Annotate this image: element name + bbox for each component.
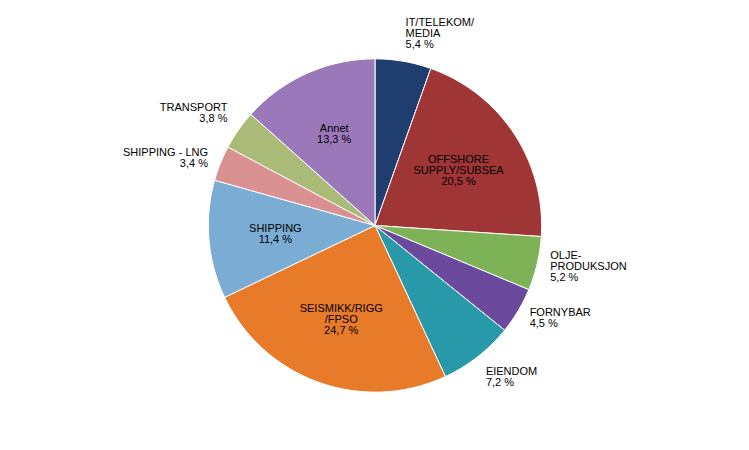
svg-text:EIENDOM7,2 %: EIENDOM7,2 %	[486, 365, 537, 388]
svg-text:SHIPPING - LNG3,4 %: SHIPPING - LNG3,4 %	[123, 146, 208, 169]
svg-text:FORNYBAR4,5 %: FORNYBAR4,5 %	[530, 306, 591, 329]
svg-text:SEISMIKK/RIGG/FPSO24,7 %: SEISMIKK/RIGG/FPSO24,7 %	[300, 302, 383, 336]
svg-text:IT/TELEKOM/MEDIA5,4 %: IT/TELEKOM/MEDIA5,4 %	[406, 16, 475, 50]
svg-text:TRANSPORT3,8 %: TRANSPORT3,8 %	[160, 101, 228, 124]
svg-text:OLJE-PRODUKSJON5,2 %: OLJE-PRODUKSJON5,2 %	[550, 249, 626, 283]
svg-text:SHIPPING11,4 %: SHIPPING11,4 %	[249, 222, 302, 245]
svg-text:Annet13,3 %: Annet13,3 %	[317, 122, 351, 145]
svg-text:OFFSHORESUPPLY/SUBSEA20,5 %: OFFSHORESUPPLY/SUBSEA20,5 %	[413, 153, 504, 187]
